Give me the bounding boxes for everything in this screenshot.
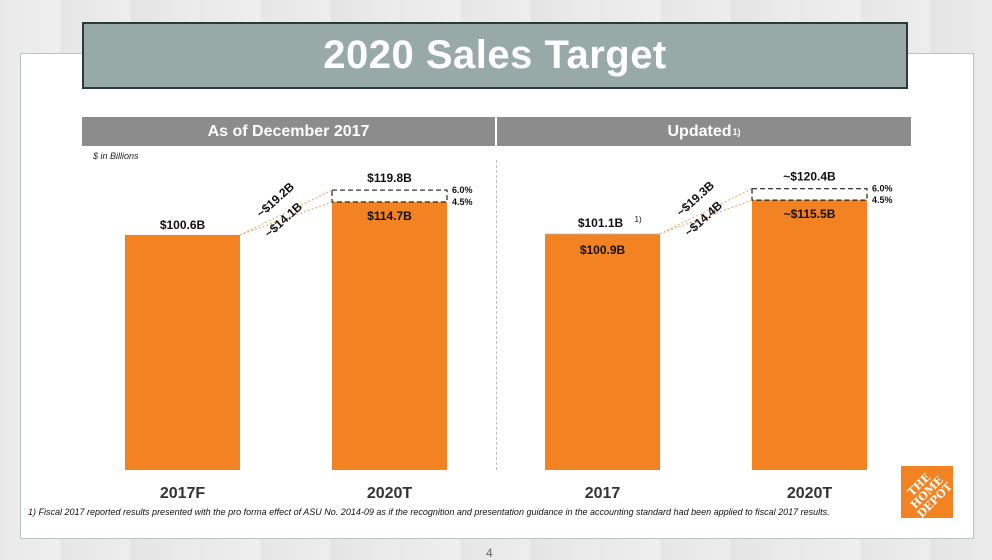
left-pct-low-label: 4.5% xyxy=(452,197,473,207)
left-connector-high xyxy=(239,189,333,236)
right-bar-1 xyxy=(545,234,660,470)
left-panel-header: As of December 2017 xyxy=(82,117,495,146)
right-panel-header-text: Updated xyxy=(667,122,732,140)
right-category-label-2: 2020T xyxy=(787,485,833,502)
logo-text: THE HOME DEPOT xyxy=(905,470,955,520)
left-bar-2-value-label: $114.7B xyxy=(367,209,412,223)
right-panel-header: Updated 1) xyxy=(497,117,911,146)
right-connector-high xyxy=(659,188,753,235)
panel-divider xyxy=(496,160,497,470)
left-panel-header-text: As of December 2017 xyxy=(207,122,370,140)
right-bar-1-reported-sup: 1) xyxy=(635,215,642,224)
left-category-label-1: 2017F xyxy=(160,485,206,502)
right-bar-1-value-label: $100.9B xyxy=(580,243,626,257)
units-label: $ in Billions xyxy=(93,151,139,161)
right-category-label-1: 2017 xyxy=(585,485,621,502)
left-target-range-box xyxy=(331,189,448,203)
right-panel-header-footnote: 1) xyxy=(732,126,741,137)
home-depot-logo: THE HOME DEPOT xyxy=(901,466,955,520)
right-target-range-box xyxy=(751,188,868,201)
page-number: 4 xyxy=(486,546,493,560)
right-pct-low-label: 4.5% xyxy=(872,195,893,205)
left-pct-high-label: 6.0% xyxy=(452,185,473,195)
left-bar-2 xyxy=(332,202,447,470)
slide-title: 2020 Sales Target xyxy=(82,22,908,89)
left-category-label-2: 2020T xyxy=(367,485,413,502)
left-connector-low xyxy=(239,201,333,236)
right-bar-1-reported-label: $101.1B xyxy=(578,216,624,230)
right-connector-low xyxy=(659,199,753,235)
right-bar-2 xyxy=(752,200,867,470)
right-target-high-label: ~$120.4B xyxy=(783,170,836,184)
left-bar-1-value-label: $100.6B xyxy=(160,218,206,232)
footnote: 1) Fiscal 2017 reported results presente… xyxy=(28,507,830,517)
right-bar-2-value-label: ~$115.5B xyxy=(784,207,836,221)
left-bar-1 xyxy=(125,234,240,470)
left-target-high-label: $119.8B xyxy=(367,171,412,185)
right-pct-high-label: 6.0% xyxy=(872,184,893,194)
